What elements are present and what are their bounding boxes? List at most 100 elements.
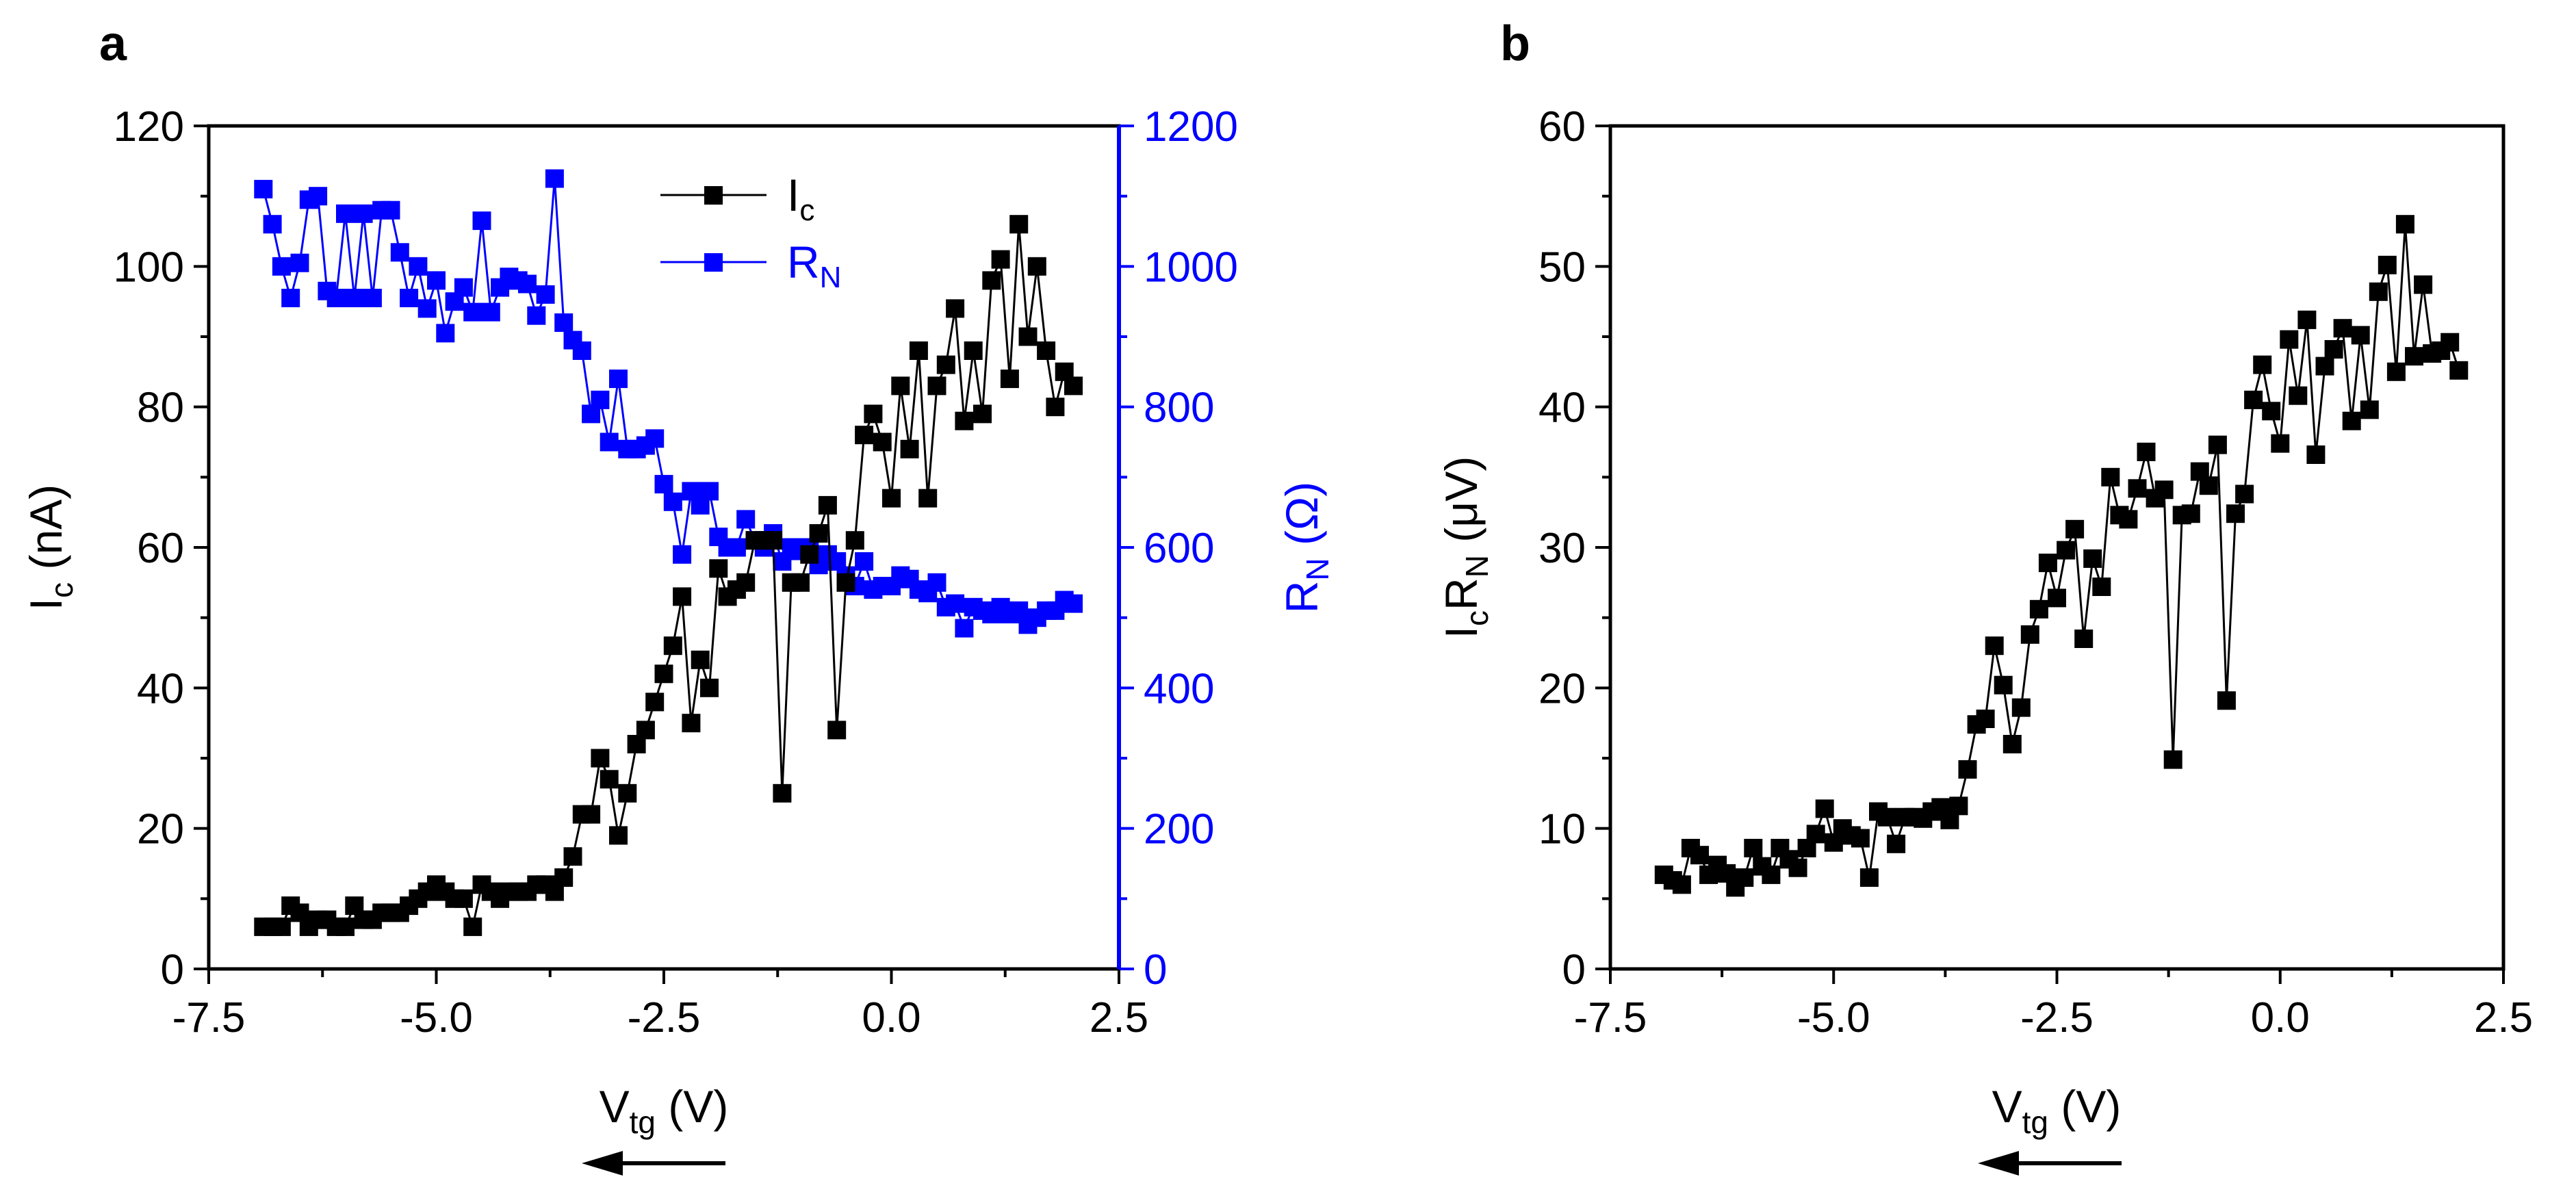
panel-a-y-left-title-unit: (nA) [21,484,71,582]
data-point-IcRN [1735,868,1754,887]
data-point-RN [663,492,682,511]
y-right-tick-label: 1000 [1144,244,1238,291]
panel-a-x-title-unit: (V) [656,1081,728,1132]
data-point-RN [336,204,355,223]
data-point-Ic [336,917,355,936]
legend-rn-sub: N [820,261,842,294]
data-point-RN [955,619,974,638]
panel-a-y-left-title-sub: c [44,582,79,598]
data-point-Ic [918,489,938,508]
panel-b-sweep-arrow-icon [1978,1151,2122,1176]
data-point-IcRN [2057,541,2076,560]
data-point-IcRN [1815,799,1834,818]
y-right-tick-label: 600 [1144,525,1214,572]
y-left-tick-label: 30 [1538,525,1586,572]
data-point-IcRN [2199,476,2218,495]
data-point-IcRN [1985,636,2004,656]
data-point-Ic [845,531,864,550]
data-point-IcRN [2020,625,2039,644]
data-point-IcRN [2002,735,2022,753]
panel-a-x-title-main: V [600,1081,630,1132]
data-point-IcRN [1788,858,1807,877]
panel-b-y-title-sub2: N [1459,555,1495,578]
data-point-RN [390,243,409,262]
data-point-RN [354,204,373,223]
panel-a-y-left-title-main: I [21,598,71,610]
data-point-IcRN [2092,578,2111,596]
data-point-Ic [991,250,1010,269]
data-point-IcRN [2163,750,2182,769]
panel-a-y-right-ticks: 0 200 400 600 800 1000 1200 [1119,103,1238,994]
panel-a-series-rn [254,169,1083,638]
legend-ic-label: Ic [787,170,814,227]
data-point-Ic [946,299,965,318]
y-left-tick-label: 0 [161,946,184,994]
data-point-IcRN [2333,319,2352,338]
data-point-Ic [855,426,874,445]
panel-b-series-icrn [1654,215,2469,897]
data-point-IcRN [2235,484,2254,504]
data-point-RN [736,510,756,529]
y-right-tick-label: 400 [1144,665,1214,712]
x-tick-label: 2.5 [1090,994,1148,1041]
data-point-IcRN [2074,630,2094,648]
data-point-Ic [964,341,983,360]
y-left-tick-label: 100 [114,244,184,291]
legend-rn-label: RN [787,237,841,294]
data-point-RN [263,215,282,234]
data-point-IcRN [1976,710,1995,728]
data-point-Ic [1046,398,1065,417]
data-point-RN [527,306,546,325]
data-point-IcRN [2217,691,2236,710]
y-left-tick-label: 40 [137,665,184,712]
data-point-Ic [709,559,728,578]
data-point-IcRN [2065,519,2085,539]
data-point-IcRN [2369,282,2388,301]
data-point-IcRN [2386,362,2406,381]
data-point-IcRN [1887,834,1906,853]
panel-b-x-title-sub: tg [2022,1104,2048,1140]
panel-a-y-right-title: RN (Ω) [1276,482,1335,614]
panel-a-y-right-title-sub: N [1300,558,1335,580]
data-point-RN [645,429,665,448]
legend-ic-marker [704,186,723,205]
data-point-RN [254,179,273,198]
data-point-Ic [609,826,628,845]
data-point-Ic [927,376,946,396]
data-point-RN [417,299,437,318]
data-point-Ic [654,664,673,684]
data-point-RN [326,289,346,307]
data-point-Ic [891,376,910,396]
panel-b-x-title-unit: (V) [2048,1081,2121,1132]
y-left-tick-label: 50 [1538,244,1586,291]
data-point-Ic [636,721,655,740]
data-point-IcRN [1958,760,1977,779]
panel-b-y-title: IcRN (μV) [1436,456,1495,639]
data-point-Ic [582,805,601,824]
data-point-Ic [882,489,901,508]
data-point-RN [946,594,965,613]
data-point-Ic [563,847,582,866]
y-left-tick-label: 0 [1562,946,1586,994]
data-point-Ic [645,692,665,712]
x-tick-label: -7.5 [1574,994,1647,1041]
data-point-IcRN [2395,215,2414,234]
data-point-IcRN [2029,599,2048,619]
x-tick-label: -7.5 [172,994,246,1041]
data-point-RN [363,289,382,307]
x-tick-label: 0.0 [862,994,920,1041]
panel-a-frame [207,124,1121,971]
x-tick-label: -5.0 [400,994,473,1041]
data-point-Ic [600,770,619,789]
data-point-IcRN [2342,411,2361,430]
x-tick-label: -2.5 [2020,994,2094,1041]
data-point-IcRN [1744,838,1763,857]
data-point-Ic [936,355,955,374]
data-point-IcRN [2048,588,2066,608]
panel-a-y-left-title: Ic (nA) [21,484,79,610]
x-tick-label: -5.0 [1797,994,1870,1041]
data-point-RN [609,370,628,389]
data-point-IcRN [2378,255,2397,274]
data-point-RN [700,482,719,501]
data-point-RN [272,257,291,276]
